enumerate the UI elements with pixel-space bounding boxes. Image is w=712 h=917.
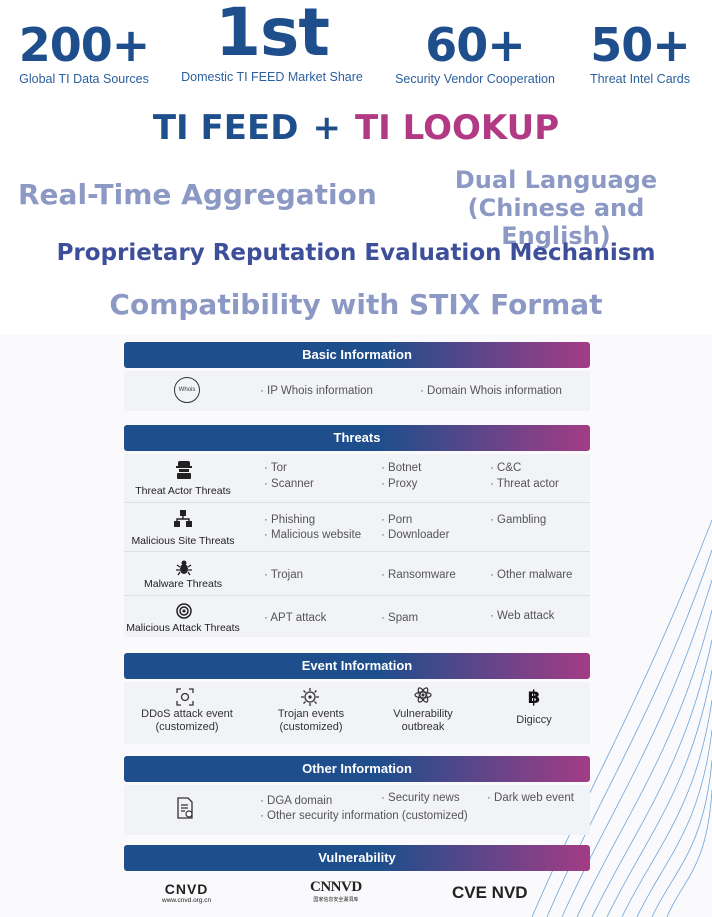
stat-caption: Global TI Data Sources (19, 72, 149, 86)
headline-ti-feed: TI FEED (152, 108, 299, 148)
event-label: Trojan events (customized) (251, 708, 371, 734)
threat-item: · Botnet (381, 462, 422, 474)
other-info-body: · DGA domain · Security news · Dark web … (124, 785, 590, 835)
threat-row-label: Malicious Attack Threats (126, 622, 240, 634)
other-item-dga: · DGA domain (260, 795, 333, 807)
threat-item: · Threat actor (490, 478, 559, 490)
cnnvd-logo-text: CNNVD (310, 879, 362, 895)
event-label: Vulnerability outbreak (363, 708, 483, 734)
basic-info-body: Whois · IP Whois information · Domain Wh… (124, 371, 590, 411)
threat-item: · C&C (490, 462, 522, 474)
stat-caption: Security Vendor Cooperation (395, 72, 555, 86)
stat-market-share: 1st Domestic TI FEED Market Share (172, 0, 372, 84)
stat-caption: Domestic TI FEED Market Share (181, 70, 363, 84)
threat-item: · Ransomware (381, 569, 456, 581)
ddos-icon (174, 686, 196, 708)
vulnerability-panel: Vulnerability CNVD www.cnvd.org.cn CNNVD… (124, 845, 590, 917)
event-line1: Digiccy (516, 714, 552, 726)
event-info-header: Event Information (124, 653, 590, 679)
headline-ti-lookup: TI LOOKUP (354, 108, 560, 148)
threat-item: · Tor (264, 462, 287, 474)
feature-stix: Compatibility with STIX Format (109, 288, 603, 321)
threat-row-label: Malware Threats (143, 578, 222, 590)
threat-item: · Trojan (264, 569, 303, 581)
stat-vendor-cooperation: 60+ Security Vendor Cooperation (384, 22, 566, 86)
cnnvd-logo: CNNVD 国家信息安全漏洞库 (310, 879, 362, 903)
event-line2: (customized) (155, 721, 219, 733)
basic-info-panel: Basic Information Whois · IP Whois infor… (124, 342, 590, 411)
bitcoin-icon: ฿ (527, 686, 541, 708)
row-divider (124, 502, 590, 503)
threat-row-label: Malicious Site Threats (131, 535, 235, 547)
trojan-virus-icon (299, 686, 321, 708)
row-divider (124, 595, 590, 596)
threat-item: · Gambling (490, 514, 547, 526)
threat-row-label: Threat Actor Threats (135, 485, 231, 497)
basic-info-header: Basic Information (124, 342, 590, 368)
threat-item: · Scanner (264, 478, 314, 490)
cnvd-logo-text: CNVD (164, 881, 209, 897)
other-info-header: Other Information (124, 756, 590, 782)
event-info-body: DDoS attack event (customized) Trojan ev… (124, 682, 590, 744)
threats-body: Threat Actor Threats · Tor · Scanner · B… (124, 454, 590, 637)
hacker-icon (173, 458, 195, 480)
stat-intel-cards: 50+ Threat Intel Cards (580, 22, 700, 86)
site-network-icon (172, 508, 194, 530)
feature-dual-language: Dual Language (Chinese and English) (410, 166, 702, 250)
threat-item: · Other malware (490, 569, 573, 581)
feature-dual-line1: Dual Language (454, 166, 658, 194)
other-item-security-news: · Security news (381, 792, 460, 804)
headline-plus: + (312, 108, 341, 148)
cnvd-logo-url: www.cnvd.org.cn (162, 897, 212, 904)
other-item-other-security: · Other security information (customized… (260, 810, 468, 822)
other-info-panel: Other Information · DGA domain · Securit… (124, 756, 590, 835)
threat-item: · Porn (381, 514, 413, 526)
stat-caption: Threat Intel Cards (589, 72, 691, 86)
other-item-dark-web: · Dark web event (487, 792, 574, 804)
vulnerability-logos: CNVD www.cnvd.org.cn CNNVD 国家信息安全漏洞库 CVE… (124, 871, 590, 917)
event-line1: DDoS attack event (141, 708, 233, 720)
event-line1: Trojan events (277, 708, 345, 720)
basic-item-ip-whois: · IP Whois information (260, 385, 373, 397)
threat-item: · Downloader (381, 529, 450, 541)
threat-item: · Phishing (264, 514, 316, 526)
feature-realtime: Real-Time Aggregation (18, 178, 377, 211)
event-line1: Vulnerability (393, 708, 453, 720)
threats-header: Threats (124, 425, 590, 451)
threats-panel: Threats Threat Actor Threats · Tor · Sca… (124, 425, 590, 637)
threat-item: · APT attack (264, 612, 327, 624)
cve-nvd-logo: CVE NVD (452, 883, 528, 902)
stat-value: 50+ (590, 18, 691, 72)
event-label: Digiccy (474, 714, 594, 727)
whois-icon: Whois (174, 377, 200, 403)
stats-row: 200+ Global TI Data Sources 1st Domestic… (0, 0, 712, 95)
atom-vulnerability-icon (412, 684, 434, 706)
target-icon (173, 600, 195, 622)
vulnerability-header: Vulnerability (124, 845, 590, 871)
feature-dual-line2: (Chinese and English) (467, 194, 645, 250)
event-line2: outbreak (401, 721, 445, 733)
event-info-panel: Event Information DDoS attack event (cus… (124, 653, 590, 744)
row-divider (124, 551, 590, 552)
stat-value: 60+ (425, 18, 526, 72)
threat-item: · Web attack (490, 610, 555, 622)
product-headline: TI FEED + TI LOOKUP (0, 108, 712, 148)
bug-icon (173, 556, 195, 578)
cnvd-logo: CNVD www.cnvd.org.cn (162, 881, 211, 904)
stat-value: 1st (215, 0, 330, 71)
threat-item: · Spam (381, 612, 419, 624)
threat-item: · Malicious website (264, 529, 362, 541)
basic-item-domain-whois: · Domain Whois information (420, 385, 562, 397)
threat-item: · Proxy (381, 478, 418, 490)
event-line2: (customized) (279, 721, 343, 733)
feature-reputation: Proprietary Reputation Evaluation Mechan… (56, 240, 656, 266)
cnnvd-logo-subtitle: 国家信息安全漏洞库 (313, 897, 359, 903)
stat-value: 200+ (18, 18, 151, 72)
document-icon (174, 797, 196, 819)
stat-data-sources: 200+ Global TI Data Sources (10, 22, 158, 86)
event-label: DDoS attack event (customized) (127, 708, 247, 734)
